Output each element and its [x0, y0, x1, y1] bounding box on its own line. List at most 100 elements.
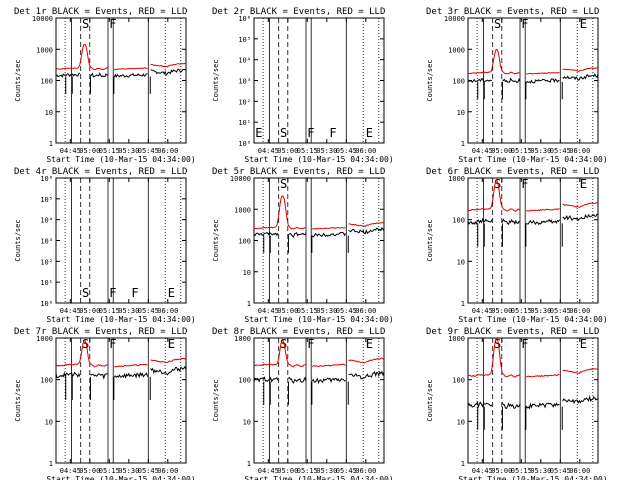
x-tick-label: 06:00 [157, 147, 178, 155]
phase-marker-E: E [366, 337, 373, 351]
y-tick-label: 10³ [238, 78, 251, 86]
y-tick-label: 10000 [230, 175, 251, 183]
x-tick-label: 06:00 [157, 307, 178, 315]
y-tick-label: 10⁰ [238, 140, 251, 148]
plot-frame [253, 177, 385, 304]
y-tick-label: 10¹ [40, 279, 53, 287]
x-tick-label: 05:00 [491, 307, 512, 315]
x-tick-label: 05:00 [491, 147, 512, 155]
x-tick-label: 06:00 [569, 467, 590, 475]
y-tick-label: 1000 [448, 175, 465, 183]
y-axis-label: Counts/sec [14, 59, 22, 101]
phase-marker-E: E [168, 337, 175, 351]
panel-title: Det 2r BLACK = Events, RED = LLD [212, 7, 385, 17]
x-tick-label: 05:45 [138, 307, 159, 315]
x-tick-label: 06:00 [157, 467, 178, 475]
x-tick-label: 06:00 [569, 307, 590, 315]
y-tick-label: 1000 [448, 46, 465, 54]
x-tick-label: 05:30 [316, 307, 337, 315]
y-tick-label: 100 [238, 377, 251, 385]
y-tick-label: 10⁴ [238, 57, 251, 65]
detector-panel-3: Det 3r BLACK = Events, RED = LLD 1 10 100 10… [426, 7, 608, 164]
phase-marker-S: S [82, 337, 89, 351]
x-tick-label: 04:45 [60, 307, 81, 315]
x-tick-label: 05:15 [511, 147, 532, 155]
phase-marker-S: S [82, 286, 89, 300]
phase-marker-F: F [521, 337, 528, 351]
y-tick-label: 1000 [234, 206, 251, 214]
x-tick-label: 05:00 [277, 147, 298, 155]
y-tick-label: 1000 [448, 335, 465, 343]
plot-frame [467, 177, 599, 304]
plot-frame [55, 337, 187, 464]
x-tick-label: 05:15 [99, 467, 120, 475]
y-tick-label: 10⁰ [40, 300, 53, 308]
x-tick-label: 05:45 [550, 147, 571, 155]
y-axis-label: Counts/sec [14, 219, 22, 261]
x-tick-label: 05:30 [118, 307, 139, 315]
plot-frame [467, 337, 599, 464]
phase-marker-E: E [580, 177, 587, 191]
y-tick-label: 1000 [36, 335, 53, 343]
x-tick-label: 05:30 [530, 147, 551, 155]
y-tick-label: 10000 [444, 15, 465, 23]
lld-series-line [467, 179, 598, 212]
phase-marker-F: F [109, 337, 116, 351]
detector-panel-2: Det 2r BLACK = Events, RED = LLD 10⁰ 10¹ 10… [212, 7, 394, 164]
y-tick-label: 100 [238, 238, 251, 246]
x-tick-label: 05:15 [511, 307, 532, 315]
plot-frame [253, 17, 385, 144]
y-axis-label: Counts/sec [426, 59, 434, 101]
phase-marker-F: F [521, 177, 528, 191]
phase-marker-E: E [168, 286, 175, 300]
x-tick-label: 06:00 [569, 147, 590, 155]
events-series-line [253, 226, 385, 238]
y-tick-label: 100 [452, 377, 465, 385]
x-axis-label: Start Time (10-Mar-15 04:34:00) [244, 315, 393, 324]
events-series-line [467, 213, 599, 226]
phase-marker-E: E [580, 337, 587, 351]
plot-frame [55, 177, 187, 304]
lld-series-line [467, 337, 599, 378]
events-series-line [467, 394, 599, 410]
x-tick-label: 05:30 [316, 147, 337, 155]
x-tick-label: 04:45 [60, 147, 81, 155]
x-axis-label: Start Time (10-Mar-15 04:34:00) [46, 315, 195, 324]
x-tick-label: 05:45 [138, 467, 159, 475]
y-tick-label: 100 [40, 78, 53, 86]
phase-marker-S: S [82, 17, 89, 31]
y-tick-label: 1 [461, 460, 465, 468]
x-tick-label: 05:15 [99, 147, 120, 155]
x-tick-label: 04:45 [258, 147, 279, 155]
lld-series-line [55, 339, 187, 368]
x-tick-label: 05:30 [118, 147, 139, 155]
detector-panel-9: Det 9r BLACK = Events, RED = LLD 1 10 100 10… [426, 327, 608, 480]
x-tick-label: 05:45 [336, 307, 357, 315]
phase-marker-E: E [366, 126, 373, 140]
x-axis-label: Start Time (10-Mar-15 04:34:00) [46, 155, 195, 164]
x-tick-label: 05:45 [550, 307, 571, 315]
x-tick-label: 05:15 [511, 467, 532, 475]
x-tick-label: 05:30 [530, 467, 551, 475]
panel-title: Det 9r BLACK = Events, RED = LLD [426, 327, 599, 337]
y-tick-label: 10⁶ [238, 15, 251, 23]
panel-title: Det 7r BLACK = Events, RED = LLD [14, 327, 187, 337]
y-tick-label: 1 [247, 300, 251, 308]
lld-series-line [55, 43, 187, 71]
panel-title: Det 5r BLACK = Events, RED = LLD [212, 167, 385, 177]
y-tick-label: 1 [247, 460, 251, 468]
phase-marker-S: S [280, 177, 287, 191]
x-tick-label: 05:15 [297, 147, 318, 155]
lld-series-line [253, 195, 385, 230]
y-tick-label: 10⁵ [238, 36, 251, 44]
plot-frame [253, 337, 385, 464]
detector-panel-6: Det 6r BLACK = Events, RED = LLD 1 10 100 10… [426, 167, 608, 324]
panel-title: Det 8r BLACK = Events, RED = LLD [212, 327, 385, 337]
x-tick-label: 04:45 [258, 467, 279, 475]
x-tick-label: 05:30 [530, 307, 551, 315]
y-axis-label: Counts/sec [426, 379, 434, 421]
y-axis-label: Counts/sec [212, 379, 220, 421]
x-tick-label: 05:00 [277, 467, 298, 475]
y-tick-label: 10⁵ [40, 196, 53, 204]
